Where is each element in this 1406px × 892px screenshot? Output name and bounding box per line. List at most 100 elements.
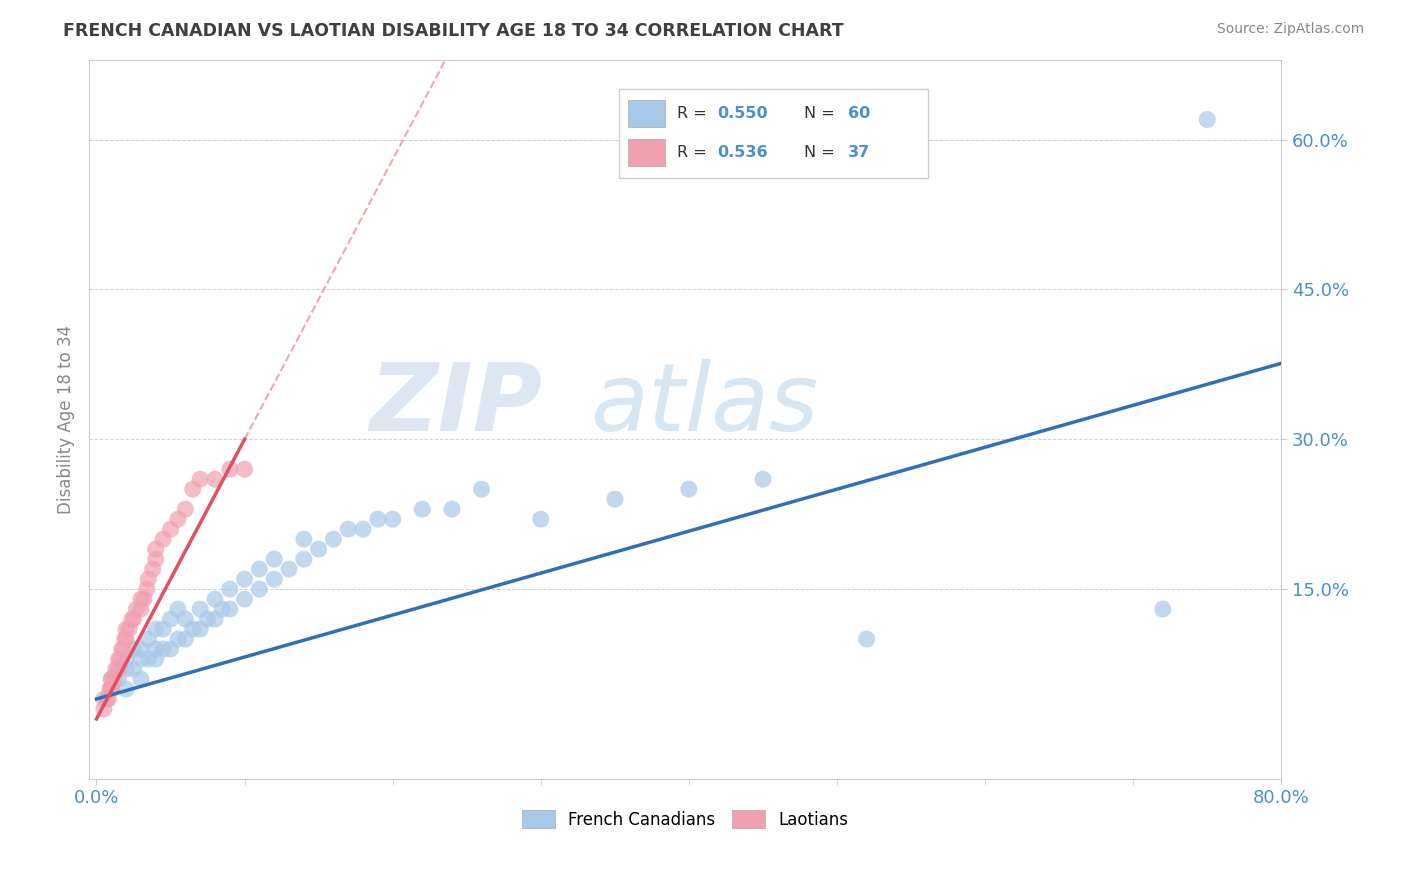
- Point: [115, 681, 138, 696]
- Text: FRENCH CANADIAN VS LAOTIAN DISABILITY AGE 18 TO 34 CORRELATION CHART: FRENCH CANADIAN VS LAOTIAN DISABILITY AG…: [63, 22, 844, 40]
- Point: [122, 662, 145, 676]
- Text: 0.536: 0.536: [717, 145, 768, 160]
- Point: [129, 652, 152, 666]
- Point: [1152, 602, 1174, 616]
- Point: [145, 542, 167, 557]
- Text: atlas: atlas: [589, 359, 818, 450]
- Point: [145, 622, 167, 636]
- Point: [167, 632, 190, 646]
- Point: [167, 602, 190, 616]
- Point: [122, 612, 145, 626]
- Point: [181, 482, 204, 496]
- Point: [125, 602, 148, 616]
- Point: [132, 592, 155, 607]
- Point: [107, 662, 129, 676]
- Point: [129, 642, 152, 657]
- Text: N =: N =: [804, 106, 841, 120]
- Point: [100, 672, 122, 686]
- Point: [136, 632, 159, 646]
- Text: ZIP: ZIP: [370, 359, 543, 450]
- Text: R =: R =: [678, 106, 713, 120]
- Point: [278, 562, 301, 576]
- Point: [152, 532, 174, 546]
- Point: [121, 612, 143, 626]
- Point: [93, 692, 115, 706]
- Point: [104, 662, 127, 676]
- Bar: [628, 139, 665, 166]
- Point: [174, 632, 197, 646]
- Point: [122, 642, 145, 657]
- Y-axis label: Disability Age 18 to 34: Disability Age 18 to 34: [58, 325, 75, 514]
- Point: [181, 622, 204, 636]
- Text: 60: 60: [848, 106, 870, 120]
- Point: [218, 582, 240, 596]
- Point: [218, 462, 240, 476]
- Point: [111, 642, 134, 657]
- Point: [129, 602, 152, 616]
- Point: [1197, 112, 1219, 127]
- Point: [352, 522, 374, 536]
- Point: [263, 572, 285, 586]
- Point: [107, 652, 129, 666]
- Point: [159, 522, 181, 536]
- Point: [308, 542, 330, 557]
- Point: [188, 602, 211, 616]
- Point: [96, 692, 118, 706]
- Point: [197, 612, 219, 626]
- Point: [233, 462, 256, 476]
- Point: [233, 592, 256, 607]
- Point: [263, 552, 285, 566]
- Point: [129, 592, 152, 607]
- Point: [100, 681, 122, 696]
- Point: [247, 582, 270, 596]
- Point: [107, 662, 129, 676]
- Point: [115, 652, 138, 666]
- Point: [411, 502, 433, 516]
- Point: [114, 632, 136, 646]
- Point: [337, 522, 360, 536]
- Point: [135, 582, 157, 596]
- Point: [142, 562, 165, 576]
- Text: Source: ZipAtlas.com: Source: ZipAtlas.com: [1216, 22, 1364, 37]
- Point: [188, 622, 211, 636]
- Point: [678, 482, 700, 496]
- Bar: [628, 100, 665, 127]
- Point: [115, 632, 138, 646]
- Point: [204, 592, 226, 607]
- Point: [440, 502, 463, 516]
- Point: [218, 602, 240, 616]
- Point: [115, 662, 138, 676]
- Point: [107, 672, 129, 686]
- Text: R =: R =: [678, 145, 713, 160]
- Point: [367, 512, 389, 526]
- Point: [204, 612, 226, 626]
- Point: [103, 672, 125, 686]
- Point: [247, 562, 270, 576]
- Point: [100, 681, 122, 696]
- Point: [174, 612, 197, 626]
- Text: 0.550: 0.550: [717, 106, 768, 120]
- Point: [603, 492, 626, 507]
- Point: [145, 652, 167, 666]
- Point: [93, 702, 115, 716]
- Point: [108, 652, 131, 666]
- Point: [100, 672, 122, 686]
- Point: [145, 642, 167, 657]
- Point: [145, 552, 167, 566]
- Point: [159, 642, 181, 657]
- Point: [233, 572, 256, 586]
- Point: [167, 512, 190, 526]
- Point: [118, 622, 141, 636]
- Text: 37: 37: [848, 145, 870, 160]
- Point: [152, 642, 174, 657]
- Point: [855, 632, 877, 646]
- Point: [470, 482, 492, 496]
- Text: N =: N =: [804, 145, 841, 160]
- Point: [174, 502, 197, 516]
- Point: [381, 512, 404, 526]
- Point: [136, 652, 159, 666]
- Point: [188, 472, 211, 486]
- Point: [112, 642, 135, 657]
- Point: [136, 572, 159, 586]
- Point: [530, 512, 553, 526]
